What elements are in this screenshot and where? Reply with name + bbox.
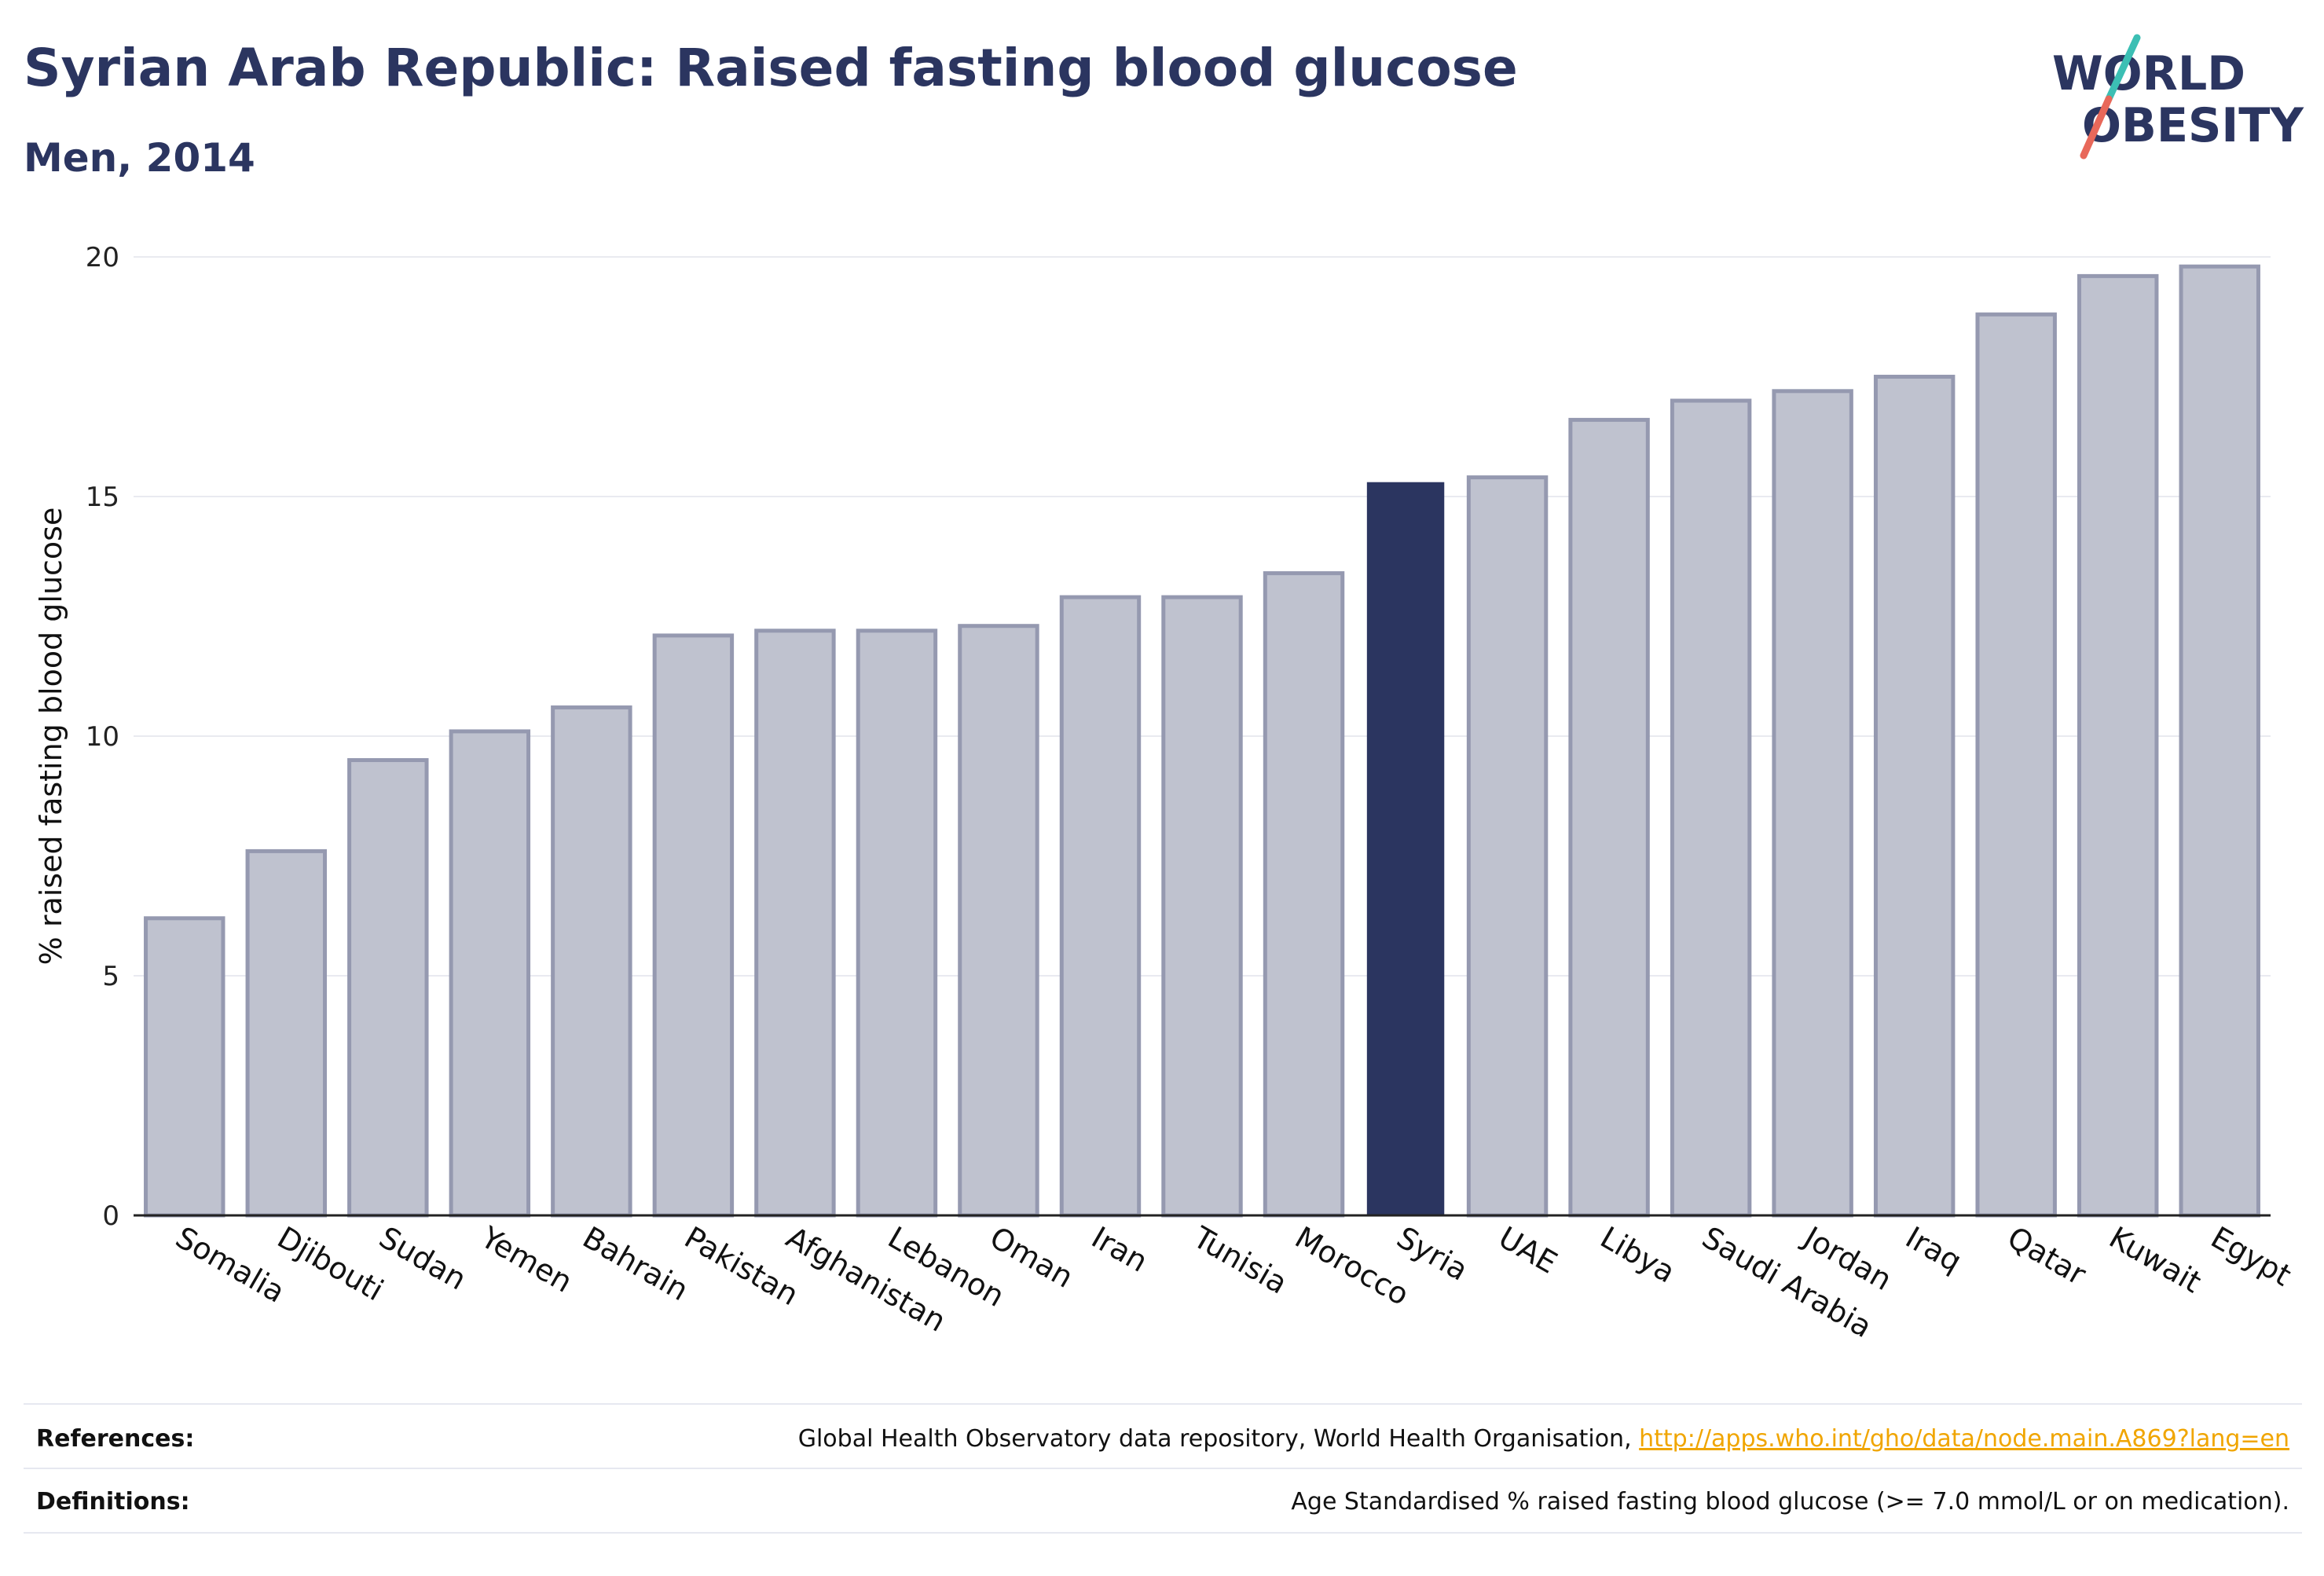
bar-kuwait[interactable]	[2077, 273, 2159, 1218]
bar-morocco[interactable]	[1263, 571, 1345, 1218]
world-obesity-logo: WORLD OBESITY	[2052, 34, 2305, 159]
x-tick-label: Sudan	[373, 1220, 472, 1297]
bar-iraq[interactable]	[1873, 375, 1956, 1218]
logo-slash-teal-icon	[2105, 34, 2141, 103]
x-tick-label: Libya	[1595, 1220, 1681, 1290]
bar-somalia[interactable]	[144, 916, 225, 1218]
x-tick-label: Morocco	[1289, 1220, 1415, 1313]
bar-qatar[interactable]	[1975, 312, 2057, 1218]
bar-syria[interactable]	[1366, 482, 1445, 1215]
logo-line-2: OBESITY	[2082, 98, 2305, 153]
references-link[interactable]: http://apps.who.int/gho/data/node.main.A…	[1639, 1425, 2289, 1453]
x-tick-label: Qatar	[2002, 1220, 2092, 1292]
footer-divider-bottom	[24, 1532, 2302, 1534]
page-subtitle: Men, 2014	[24, 135, 255, 181]
references-label: References:	[36, 1425, 195, 1453]
bar-bahrain[interactable]	[551, 705, 632, 1218]
bar-iran[interactable]	[1059, 595, 1142, 1218]
x-tick-label: Iraq	[1900, 1220, 1967, 1279]
x-tick-label: Egypt	[2205, 1220, 2297, 1293]
x-tick-label: Bahrain	[577, 1220, 694, 1308]
logo-slash-coral-icon	[2080, 95, 2113, 159]
bar-jordan[interactable]	[1772, 389, 1853, 1218]
y-tick-label: 15	[86, 482, 119, 513]
definitions-text: Age Standardised % raised fasting blood …	[1291, 1488, 2289, 1516]
y-tick-label: 0	[102, 1200, 119, 1232]
logo-line-1: WORLD	[2052, 46, 2245, 101]
x-tick-label: Tunisia	[1187, 1219, 1293, 1301]
bar-libya[interactable]	[1568, 417, 1650, 1218]
y-tick-layer: 0 5 10 15 20	[86, 242, 119, 1232]
x-tick-label: Saudi Arabia	[1696, 1220, 1878, 1345]
x-tick-label: Pakistan	[679, 1220, 805, 1313]
y-tick-label: 10	[86, 721, 119, 753]
bar-pakistan[interactable]	[652, 633, 735, 1218]
footer-divider-middle	[24, 1468, 2302, 1469]
definitions-label: Definitions:	[36, 1488, 190, 1516]
bar-yemen[interactable]	[449, 729, 531, 1218]
bar-lebanon[interactable]	[856, 629, 938, 1218]
y-tick-label: 20	[86, 242, 119, 273]
bar-saudi-arabia[interactable]	[1670, 398, 1752, 1218]
y-axis-label: % raised fasting blood glucose	[34, 508, 68, 966]
bar-layer	[144, 264, 2260, 1218]
references-text: Global Health Observatory data repositor…	[798, 1425, 2289, 1453]
bar-egypt[interactable]	[2179, 264, 2260, 1218]
footer-divider-top	[24, 1403, 2302, 1405]
x-tick-label: Djibouti	[272, 1220, 390, 1308]
references-source: Global Health Observatory data repositor…	[797, 1425, 1640, 1453]
page-title: Syrian Arab Republic: Raised fasting blo…	[24, 38, 1518, 98]
bar-oman[interactable]	[958, 624, 1039, 1218]
bar-sudan[interactable]	[347, 758, 429, 1218]
bar-tunisia[interactable]	[1161, 595, 1243, 1218]
bar-djibouti[interactable]	[245, 848, 328, 1218]
x-tick-label: UAE	[1493, 1220, 1563, 1281]
x-tick-label: Yemen	[475, 1219, 578, 1299]
x-tick-label: Kuwait	[2103, 1220, 2207, 1300]
bar-afghanistan[interactable]	[754, 629, 836, 1218]
x-tick-label: Somalia	[170, 1220, 291, 1310]
bar-uae[interactable]	[1466, 475, 1549, 1218]
x-tick-label: Iran	[1086, 1220, 1153, 1279]
y-tick-label: 5	[102, 961, 119, 992]
